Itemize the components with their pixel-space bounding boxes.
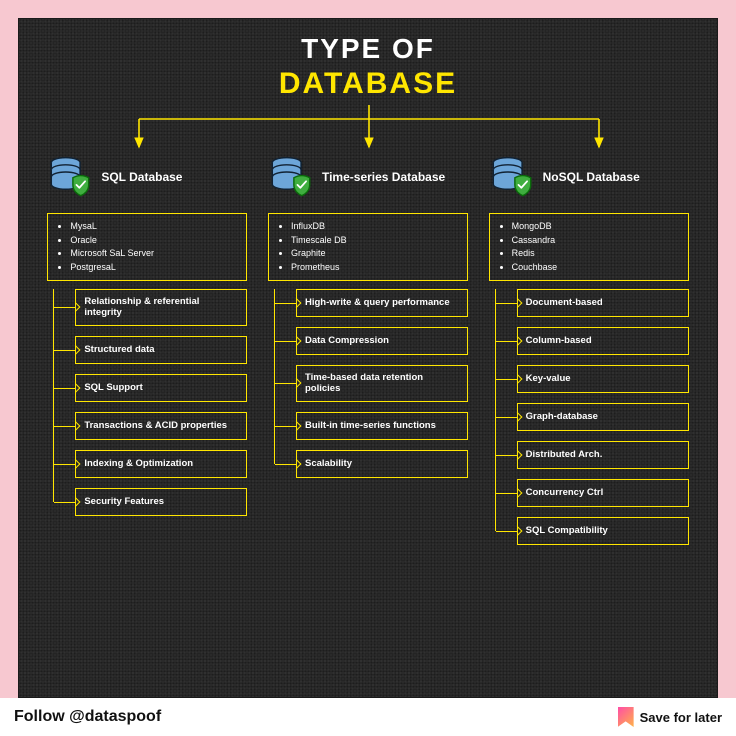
feature-label: Structured data xyxy=(84,344,154,355)
feature-box: Time-based data retention policies xyxy=(296,365,468,402)
columns-container: SQL Database MysaLOracleMicrosoft SaL Ser… xyxy=(19,149,717,555)
example-item: MongoDB xyxy=(512,220,680,234)
feature-box: Structured data xyxy=(75,336,247,364)
feature-box: Relationship & referential integrity xyxy=(75,289,247,326)
feature-label: Transactions & ACID properties xyxy=(84,420,227,431)
example-item: MysaL xyxy=(70,220,238,234)
feature-box: Data Compression xyxy=(296,327,468,355)
feature-label: Distributed Arch. xyxy=(526,449,603,460)
feature-box: Distributed Arch. xyxy=(517,441,689,469)
feature-spine xyxy=(53,289,54,502)
features-list: Relationship & referential integrity Stru… xyxy=(47,289,247,516)
example-item: Microsoft SaL Server xyxy=(70,247,238,261)
feature-box: Indexing & Optimization xyxy=(75,450,247,478)
feature-box: Security Features xyxy=(75,488,247,516)
title-block: TYPE OF DATABASE xyxy=(19,19,717,101)
feature-label: Document-based xyxy=(526,297,603,308)
feature-spine xyxy=(274,289,275,464)
feature-label: Relationship & referential integrity xyxy=(84,296,238,319)
feature-label: Time-based data retention policies xyxy=(305,372,459,395)
feature-label: Data Compression xyxy=(305,335,389,346)
example-item: Cassandra xyxy=(512,234,680,248)
features-list: Document-based Column-based Key-value Graph… xyxy=(489,289,689,545)
example-item: Graphite xyxy=(291,247,459,261)
bookmark-icon xyxy=(618,707,634,727)
example-item: Redis xyxy=(512,247,680,261)
db-column: NoSQL Database MongoDBCassandraRedisCouch… xyxy=(489,149,689,555)
column-header: Time-series Database xyxy=(268,149,468,205)
database-icon xyxy=(268,154,314,200)
save-label: Save for later xyxy=(640,710,722,725)
feature-label: Column-based xyxy=(526,335,592,346)
title-line-2: DATABASE xyxy=(19,67,717,101)
examples-box: MysaLOracleMicrosoft SaL ServerPostgresa… xyxy=(47,213,247,281)
db-column: Time-series Database InfluxDBTimescale DB… xyxy=(268,149,468,555)
feature-spine xyxy=(495,289,496,531)
database-icon xyxy=(489,154,535,200)
feature-box: Document-based xyxy=(517,289,689,317)
example-item: InfluxDB xyxy=(291,220,459,234)
footer-bar: Follow @dataspoof Save for later xyxy=(0,698,736,736)
features-list: High-write & query performance Data Compr… xyxy=(268,289,468,478)
feature-label: Key-value xyxy=(526,373,571,384)
feature-box: Column-based xyxy=(517,327,689,355)
feature-label: SQL Compatibility xyxy=(526,525,608,536)
feature-box: SQL Support xyxy=(75,374,247,402)
example-item: Oracle xyxy=(70,234,238,248)
follow-handle[interactable]: Follow @dataspoof xyxy=(14,708,161,726)
db-column: SQL Database MysaLOracleMicrosoft SaL Ser… xyxy=(47,149,247,555)
chalkboard: TYPE OF DATABASE xyxy=(18,18,718,698)
feature-label: Security Features xyxy=(84,496,164,507)
feature-box: High-write & query performance xyxy=(296,289,468,317)
save-for-later[interactable]: Save for later xyxy=(618,707,722,727)
column-header: SQL Database xyxy=(47,149,247,205)
feature-box: Graph-database xyxy=(517,403,689,431)
page-frame: TYPE OF DATABASE xyxy=(0,0,736,736)
examples-box: InfluxDBTimescale DBGraphitePrometheus xyxy=(268,213,468,281)
feature-label: Graph-database xyxy=(526,411,598,422)
feature-label: Concurrency Ctrl xyxy=(526,487,604,498)
feature-box: Built-in time-series functions xyxy=(296,412,468,440)
feature-box: Scalability xyxy=(296,450,468,478)
example-item: PostgresaL xyxy=(70,261,238,275)
column-label: SQL Database xyxy=(101,170,182,184)
examples-box: MongoDBCassandraRedisCouchbase xyxy=(489,213,689,281)
feature-box: Concurrency Ctrl xyxy=(517,479,689,507)
feature-label: Indexing & Optimization xyxy=(84,458,193,469)
feature-label: High-write & query performance xyxy=(305,297,450,308)
column-label: NoSQL Database xyxy=(543,170,640,184)
feature-box: SQL Compatibility xyxy=(517,517,689,545)
column-label: Time-series Database xyxy=(322,170,445,184)
feature-box: Key-value xyxy=(517,365,689,393)
database-icon xyxy=(47,154,93,200)
example-item: Timescale DB xyxy=(291,234,459,248)
example-item: Couchbase xyxy=(512,261,680,275)
feature-label: SQL Support xyxy=(84,382,142,393)
example-item: Prometheus xyxy=(291,261,459,275)
column-header: NoSQL Database xyxy=(489,149,689,205)
feature-box: Transactions & ACID properties xyxy=(75,412,247,440)
feature-label: Built-in time-series functions xyxy=(305,420,436,431)
feature-label: Scalability xyxy=(305,458,352,469)
title-line-1: TYPE OF xyxy=(19,33,717,65)
